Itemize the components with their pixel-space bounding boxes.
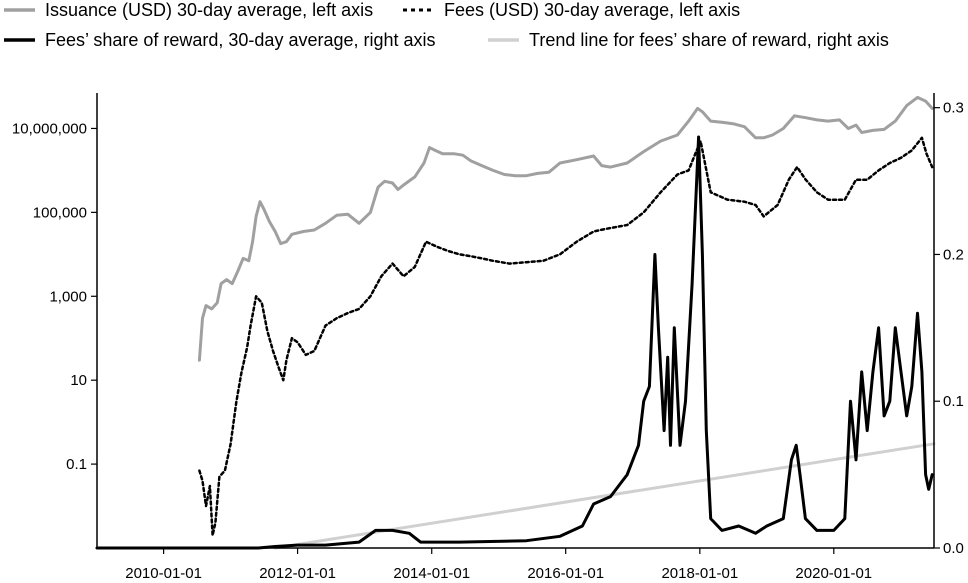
y-right-tick-label: 0.3 bbox=[943, 100, 964, 117]
legend: Issuance (USD) 30-day average, left axis… bbox=[4, 0, 889, 50]
x-tick-label: 2018-01-01 bbox=[661, 565, 738, 582]
y-right-tick-label: 0.2 bbox=[943, 246, 964, 263]
y-right-tick-label: 0.0 bbox=[943, 540, 964, 557]
legend-entry: Issuance (USD) 30-day average, left axis bbox=[4, 0, 373, 20]
y-right-tick-label: 0.1 bbox=[943, 393, 964, 410]
y-left-tick-label: 100,000 bbox=[33, 204, 87, 221]
legend-label: Trend line for fees’ share of reward, ri… bbox=[529, 30, 889, 50]
y-left-tick-label: 10 bbox=[70, 372, 87, 389]
legend-entry: Trend line for fees’ share of reward, ri… bbox=[488, 30, 889, 50]
x-tick-label: 2012-01-01 bbox=[259, 565, 336, 582]
x-tick-label: 2010-01-01 bbox=[125, 565, 202, 582]
x-tick-label: 2016-01-01 bbox=[527, 565, 604, 582]
legend-label: Issuance (USD) 30-day average, left axis bbox=[45, 0, 373, 20]
x-tick-label: 2020-01-01 bbox=[795, 565, 872, 582]
y-left-tick-label: 0.1 bbox=[66, 456, 87, 473]
legend-label: Fees (USD) 30-day average, left axis bbox=[444, 0, 740, 20]
x-tick-label: 2014-01-01 bbox=[393, 565, 470, 582]
legend-entry: Fees’ share of reward, 30-day average, r… bbox=[4, 30, 436, 50]
series-layer bbox=[95, 95, 936, 550]
legend-entry: Fees (USD) 30-day average, left axis bbox=[403, 0, 740, 20]
axes: 0.1 10 1,000 100,000 10,000,000 0.0 0.1 0.2 0.3 2… bbox=[12, 93, 964, 582]
fees-line bbox=[198, 136, 934, 537]
y-left-tick-label: 1,000 bbox=[49, 288, 87, 305]
legend-label: Fees’ share of reward, 30-day average, r… bbox=[45, 30, 436, 50]
issuance-line bbox=[197, 95, 934, 362]
fees-share-line bbox=[95, 135, 934, 550]
y-left-tick-label: 10,000,000 bbox=[12, 120, 87, 137]
